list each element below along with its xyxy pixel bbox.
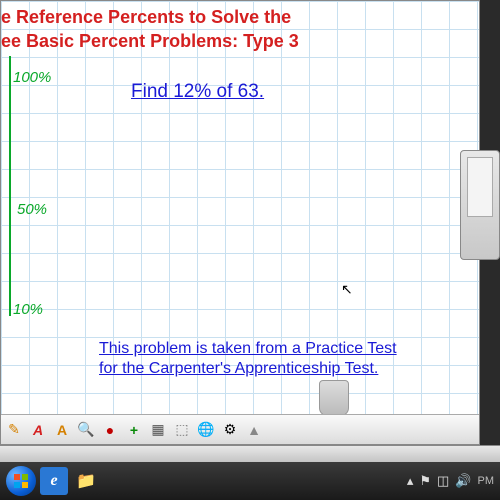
explorer-icon[interactable]: 📁 (72, 467, 100, 495)
globe-tool-icon[interactable]: 🌐 (197, 421, 215, 439)
label-50pct: 50% (17, 201, 47, 218)
ie-icon[interactable]: e (40, 467, 68, 495)
vertical-axis (9, 56, 11, 316)
footnote-line-1: This problem is taken from a Practice Te… (99, 339, 397, 360)
gear-tool-icon[interactable]: ⚙ (221, 421, 239, 439)
question-text: Find 12% of 63. (131, 81, 264, 103)
more-tool-icon[interactable]: ▲ (245, 421, 263, 439)
taskbar: e 📁 ▴ ⚑ ◫ 🔊 PM (0, 462, 500, 500)
mouse-cursor: ↖ (341, 281, 353, 298)
grid-canvas[interactable]: e Reference Percents to Solve the ee Bas… (1, 1, 479, 414)
title-line-1: e Reference Percents to Solve the (1, 7, 291, 28)
system-tray: ▴ ⚑ ◫ 🔊 PM (407, 473, 494, 489)
title-line-2: ee Basic Percent Problems: Type 3 (1, 31, 299, 52)
chevron-up-icon[interactable]: ▴ (407, 473, 414, 489)
footnote-line-2: for the Carpenter's Apprenticeship Test. (99, 359, 378, 380)
whiteboard-toolbar: ✎ A A 🔍 ● + ▦ ⬚ 🌐 ⚙ ▲ (1, 414, 479, 444)
add-tool-icon[interactable]: + (125, 421, 143, 439)
pen-tool-icon[interactable]: ✎ (5, 421, 23, 439)
clock[interactable]: PM (478, 475, 495, 487)
whiteboard-window: e Reference Percents to Solve the ee Bas… (0, 0, 480, 445)
start-button[interactable] (6, 466, 36, 496)
text-tool-a-icon[interactable]: A (29, 421, 47, 439)
volume-icon[interactable]: 🔊 (455, 473, 471, 489)
label-100pct: 100% (13, 69, 51, 86)
side-panel-preview (467, 157, 493, 217)
flag-icon[interactable]: ⚑ (419, 473, 431, 489)
grid-tool-icon[interactable]: ▦ (149, 421, 167, 439)
select-tool-icon[interactable]: ⬚ (173, 421, 191, 439)
trash-bin[interactable] (319, 380, 349, 416)
label-10pct: 10% (13, 301, 43, 318)
text-tool-a2-icon[interactable]: A (53, 421, 71, 439)
windows-logo-icon (13, 473, 29, 489)
network-icon[interactable]: ◫ (437, 473, 449, 489)
zoom-tool-icon[interactable]: 🔍 (77, 421, 95, 439)
shape-tool-icon[interactable]: ● (101, 421, 119, 439)
desktop: e Reference Percents to Solve the ee Bas… (0, 0, 500, 500)
side-panel[interactable] (460, 150, 500, 260)
window-bottom-stripe (0, 445, 500, 462)
